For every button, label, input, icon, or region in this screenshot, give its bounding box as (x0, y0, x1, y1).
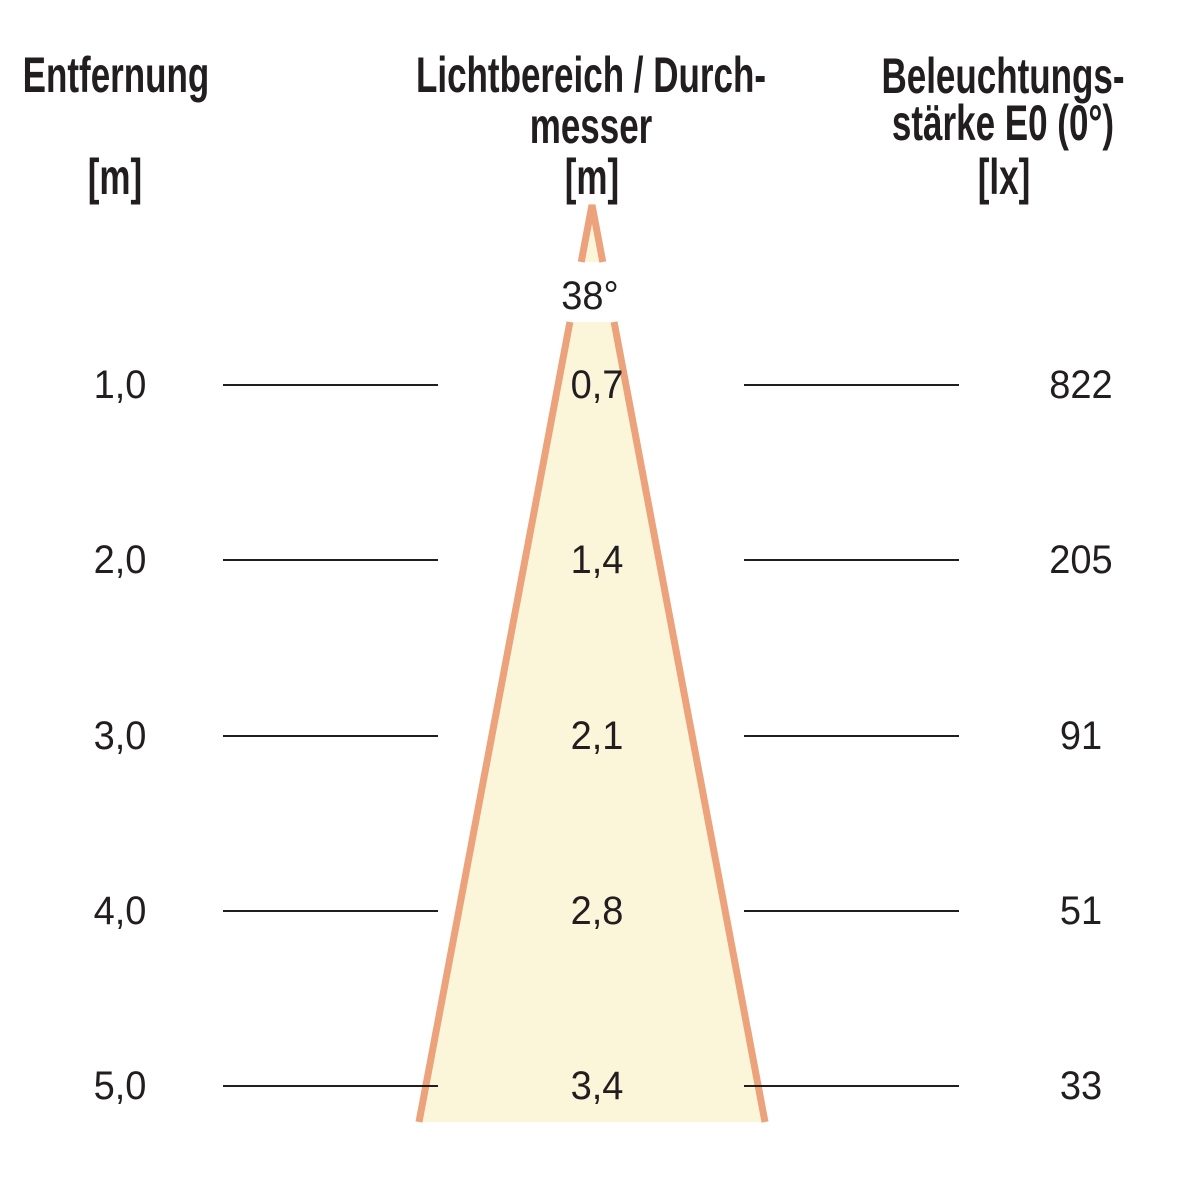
column-header-illuminance-line1: Beleuchtungs- (881, 48, 1125, 104)
illuminance-value: 91 (1059, 714, 1103, 758)
diameter-value: 0,7 (570, 363, 624, 407)
illuminance-value: 822 (1049, 363, 1113, 407)
unit-beam: [m] (564, 149, 620, 205)
distance-value: 4,0 (93, 889, 147, 933)
illuminance-value: 33 (1059, 1064, 1103, 1108)
diameter-value: 2,8 (570, 889, 624, 933)
diameter-value: 3,4 (570, 1064, 624, 1108)
distance-value: 5,0 (93, 1064, 147, 1108)
unit-illuminance: [lx] (977, 149, 1031, 205)
diameter-value: 1,4 (570, 538, 624, 582)
cone-left-edge (415, 321, 574, 1123)
cone-body-fill (419, 322, 765, 1122)
column-header-beam-line1: Lichtbereich / Durch- (415, 47, 767, 103)
diameter-value: 2,1 (570, 714, 624, 758)
distance-value: 3,0 (93, 714, 147, 758)
illuminance-value: 51 (1059, 889, 1103, 933)
beam-angle-label: 38° (561, 274, 619, 318)
illuminance-value: 205 (1049, 538, 1113, 582)
cone-tip-outline (577, 204, 607, 263)
distance-value: 1,0 (93, 363, 147, 407)
cone-right-edge (610, 321, 769, 1123)
distance-value: 2,0 (93, 538, 147, 582)
column-header-distance: Entfernung (22, 47, 210, 103)
column-header-beam-line2: messer (529, 98, 653, 154)
unit-distance: [m] (87, 149, 143, 205)
column-header-illuminance-line2: stärke E0 (0°) (891, 95, 1115, 151)
